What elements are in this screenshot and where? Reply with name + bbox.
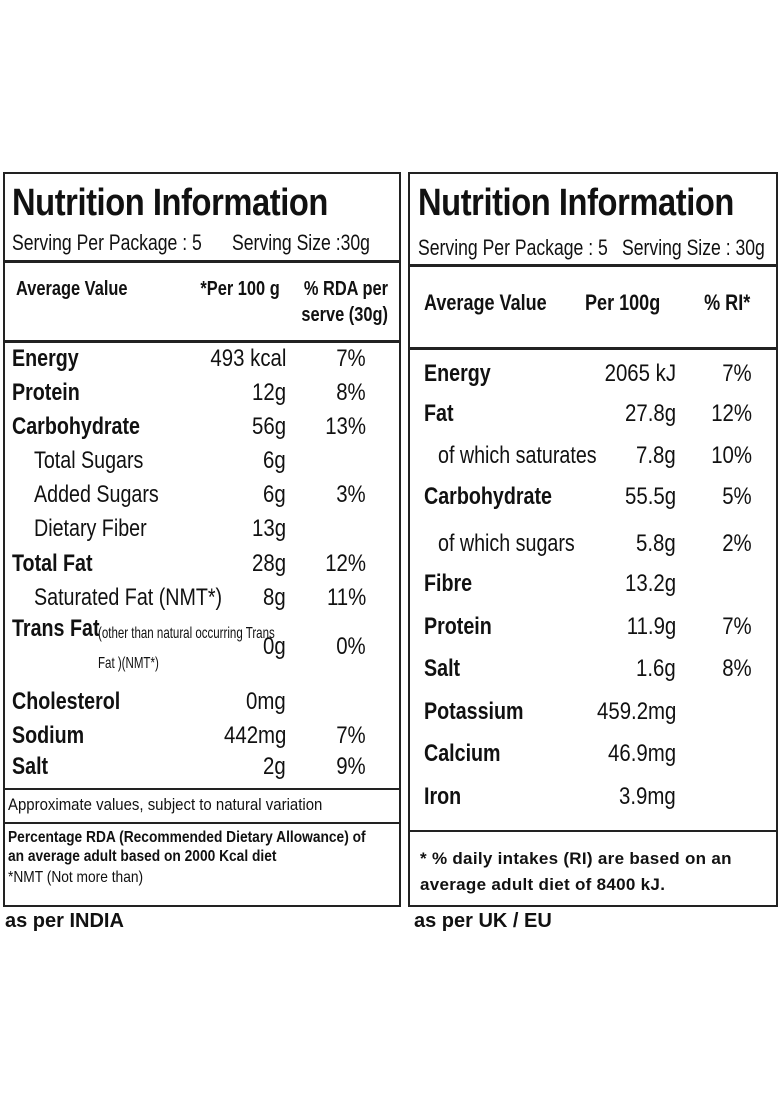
row-daily-value: 11% (326, 584, 366, 611)
row-daily-value: 8% (722, 655, 752, 682)
row-daily-value: 3% (336, 481, 366, 508)
row-name: of which sugars (438, 530, 575, 557)
row-per-100g: 28g (251, 550, 286, 577)
caption: as per UK / EU (414, 910, 552, 932)
header: *Per 100 g (200, 278, 280, 300)
serving-size: Serving Size :30g (232, 230, 370, 255)
row-daily-value: 12% (711, 400, 752, 427)
row-name: Potassium (424, 698, 524, 725)
row-note: (other than natural occurring Trans Fat … (98, 625, 275, 672)
caption: as per INDIA (5, 910, 124, 932)
row-per-100g: 0g (263, 633, 286, 660)
row-daily-value: 13% (325, 413, 366, 440)
row-name: Carbohydrate (424, 483, 552, 510)
row-daily-value: 0% (336, 633, 366, 660)
row-name: Dietary Fiber (34, 515, 147, 542)
row-daily-value: 9% (336, 753, 366, 780)
row-name: Added Sugars (34, 481, 159, 508)
row-per-100g: 442mg (223, 722, 286, 749)
divider (5, 340, 399, 343)
divider (410, 830, 776, 832)
row-name: Total Sugars (34, 447, 144, 474)
row-name: Salt (12, 753, 49, 780)
divider (5, 788, 399, 790)
row-per-100g: 7.8g (636, 442, 676, 469)
row-daily-value: 10% (711, 442, 752, 469)
row-name: Protein (12, 379, 80, 406)
note: Approximate values, subject to natural v… (8, 795, 323, 814)
row-per-100g: 3.9mg (619, 783, 676, 810)
row-name: Iron (424, 783, 462, 810)
row-per-100g: 55.5g (624, 483, 676, 510)
row-name: Energy (12, 345, 79, 372)
row-daily-value: 7% (336, 722, 366, 749)
row-per-100g: 0mg (246, 688, 286, 715)
title: Nutrition Information (418, 182, 734, 224)
row-name: Saturated Fat (NMT*) (34, 584, 223, 611)
row-name: Trans Fat (12, 615, 100, 642)
row-per-100g: 11.9g (626, 613, 676, 640)
row-per-100g: 56g (251, 413, 286, 440)
divider (410, 347, 776, 350)
divider (5, 260, 399, 263)
row-daily-value: 7% (722, 613, 752, 640)
header: % RI* (703, 290, 750, 315)
header: Average Value (424, 290, 547, 315)
serving-per-package: Serving Per Package : 5 (12, 230, 202, 255)
row-per-100g: 27.8g (624, 400, 676, 427)
row-per-100g: 493 kcal (210, 345, 286, 372)
row-per-100g: 459.2mg (596, 698, 676, 725)
row-per-100g: 6g (263, 481, 286, 508)
note: *NMT (Not more than) (8, 869, 144, 886)
row-per-100g: 46.9mg (607, 740, 676, 767)
row-daily-value: 7% (336, 345, 366, 372)
note: * % daily intakes (RI) are based on an a… (420, 849, 732, 894)
row-per-100g: 5.8g (636, 530, 676, 557)
note: Percentage RDA (Recommended Dietary Allo… (8, 829, 366, 865)
serving-size: Serving Size : 30g (622, 235, 765, 260)
header: Per 100g (585, 290, 661, 315)
row-name: Sodium (12, 722, 85, 749)
divider (410, 264, 776, 267)
row-name: Protein (424, 613, 492, 640)
row-daily-value: 7% (722, 360, 752, 387)
row-name: Fibre (424, 570, 473, 597)
row-per-100g: 13.2g (624, 570, 676, 597)
row-name: Carbohydrate (12, 413, 140, 440)
divider (5, 822, 399, 824)
india-panel (3, 172, 401, 907)
row-per-100g: 1.6g (636, 655, 676, 682)
row-name: Fat (424, 400, 454, 427)
row-name: Calcium (424, 740, 501, 767)
row-daily-value: 8% (336, 379, 366, 406)
row-name: Total Fat (12, 550, 93, 577)
uk-panel (408, 172, 778, 907)
header: % RDA per serve (30g) (301, 278, 388, 326)
row-daily-value: 2% (722, 530, 752, 557)
row-per-100g: 2065 kJ (604, 360, 676, 387)
header: Average Value (16, 278, 128, 300)
row-per-100g: 2g (263, 753, 286, 780)
row-per-100g: 13g (251, 515, 286, 542)
row-per-100g: 12g (251, 379, 286, 406)
row-name: Cholesterol (12, 688, 121, 715)
row-daily-value: 5% (722, 483, 752, 510)
row-per-100g: 6g (263, 447, 286, 474)
row-name: Energy (424, 360, 491, 387)
title: Nutrition Information (12, 182, 328, 224)
row-daily-value: 12% (325, 550, 366, 577)
row-name: of which saturates (438, 442, 597, 469)
serving-per-package: Serving Per Package : 5 (418, 235, 608, 260)
row-per-100g: 8g (263, 584, 286, 611)
row-name: Salt (424, 655, 461, 682)
